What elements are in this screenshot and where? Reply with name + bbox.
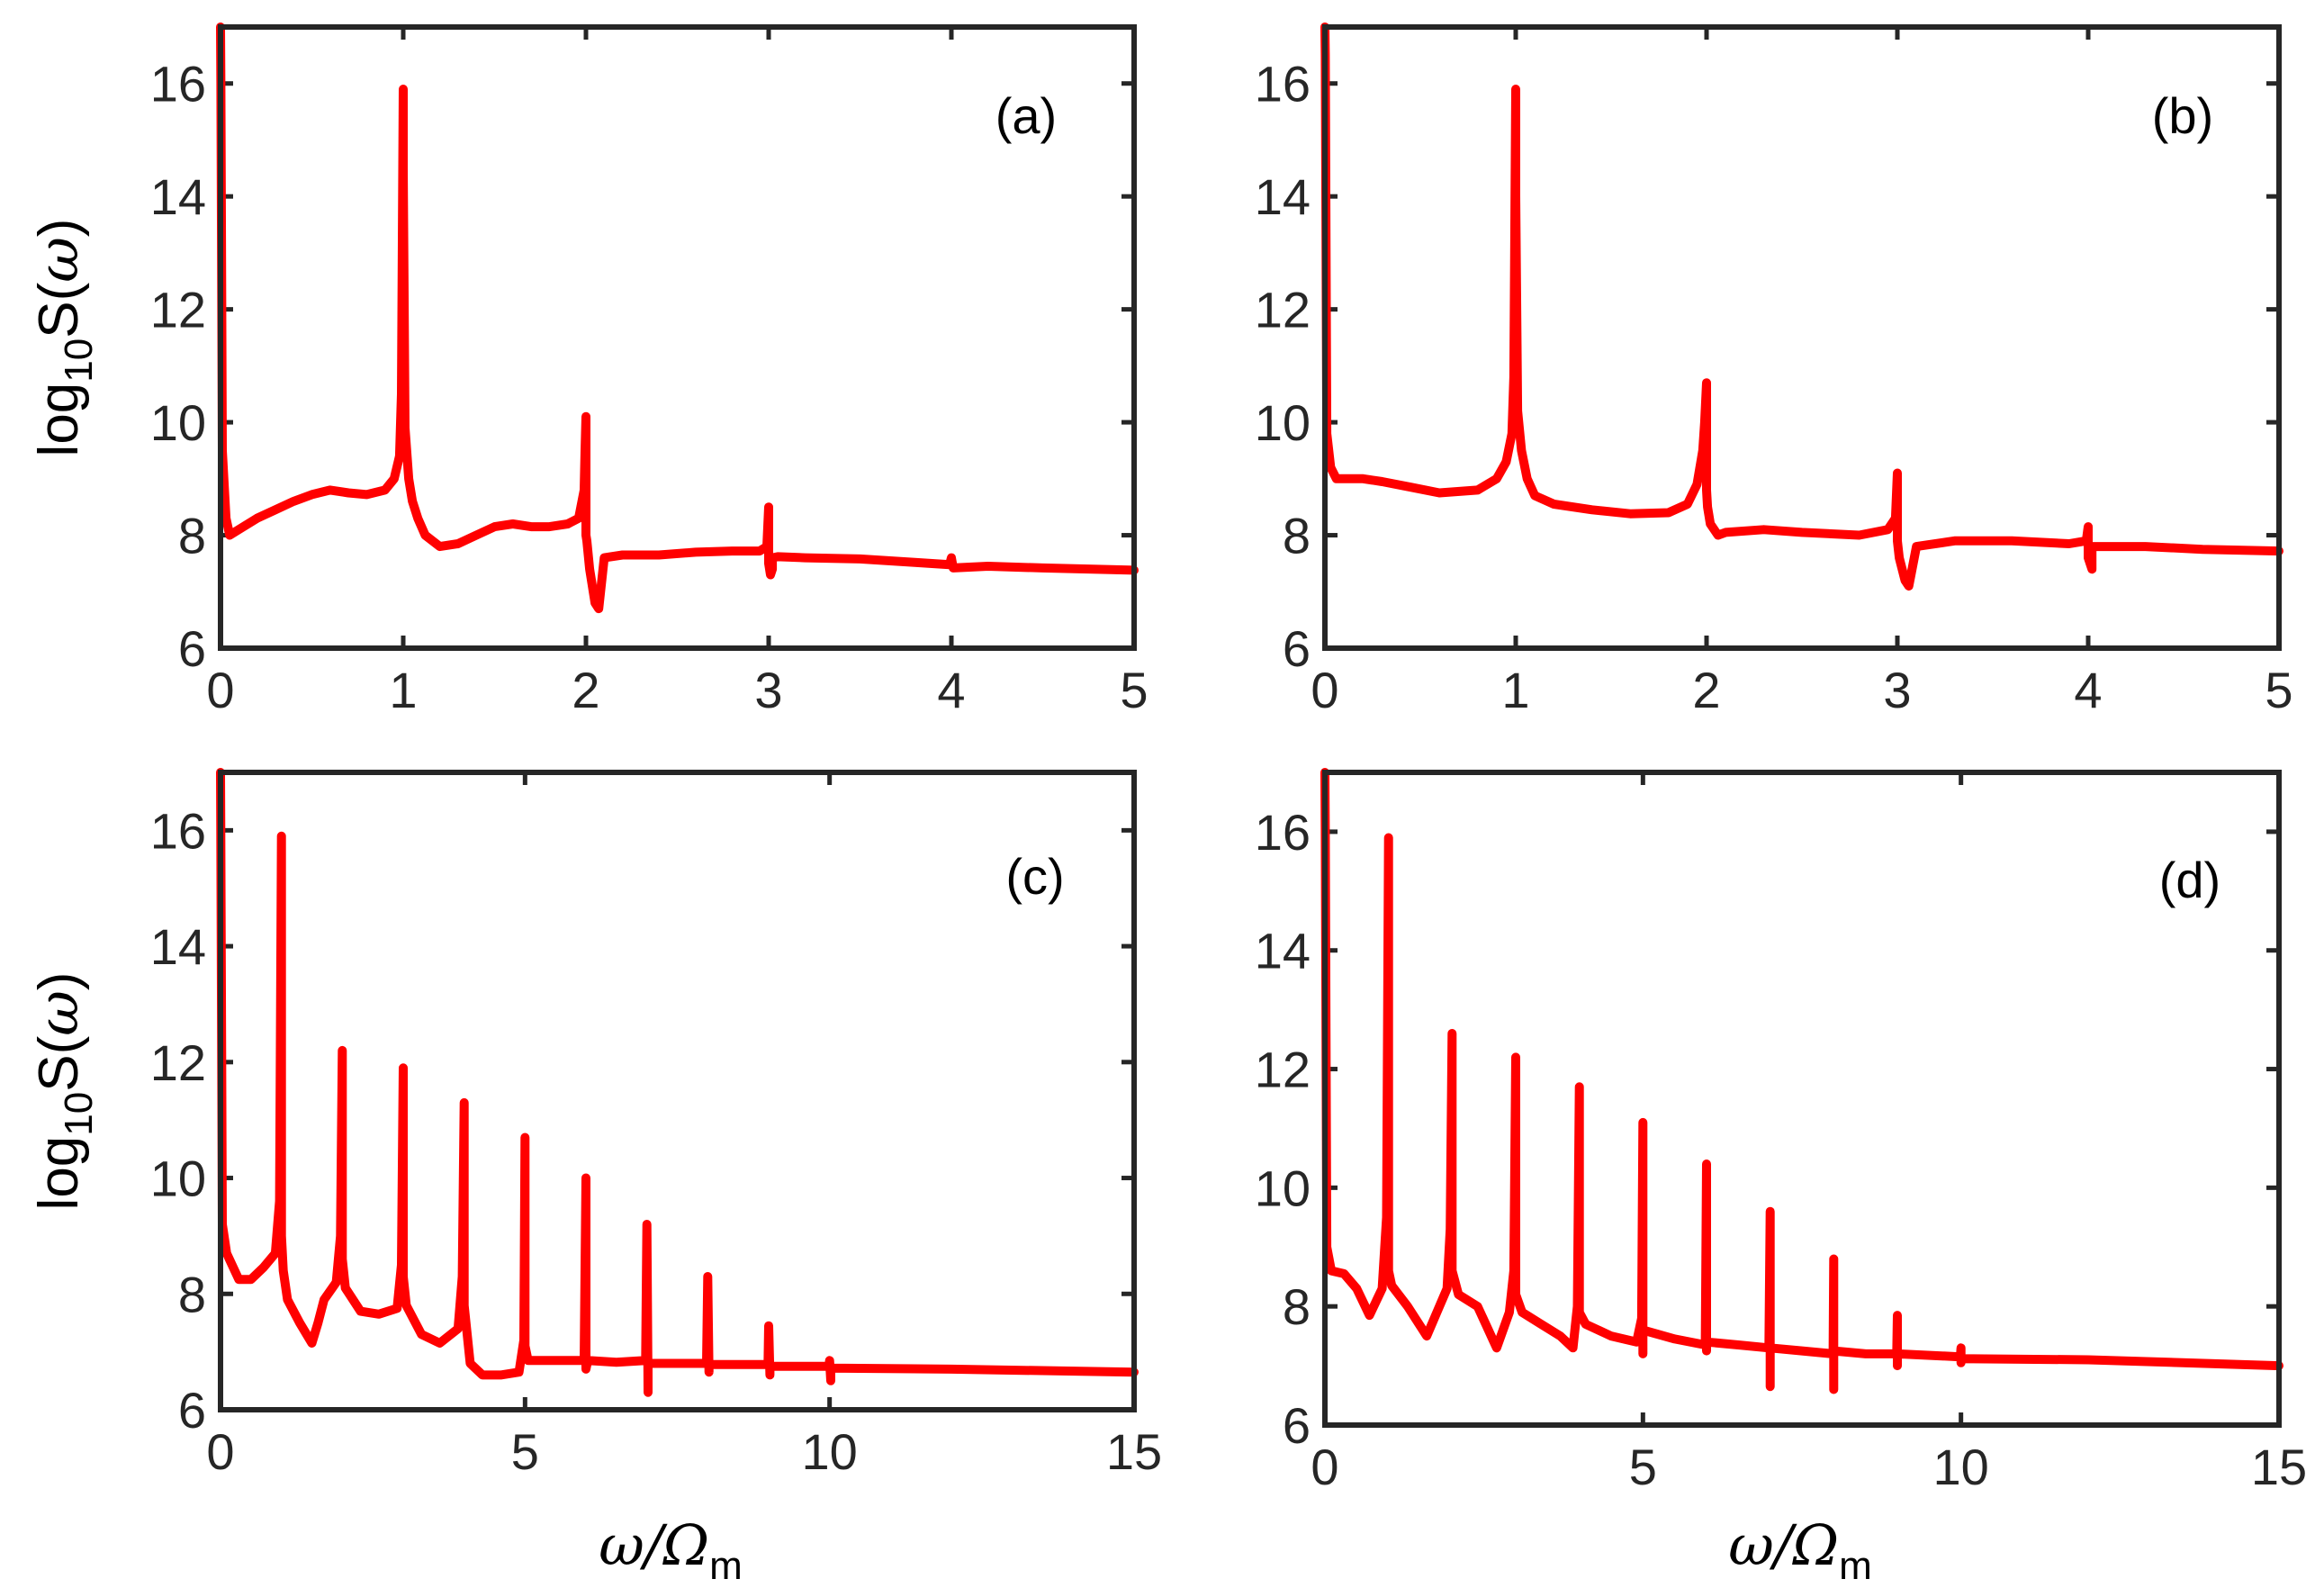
y-tick-label: 14 bbox=[1255, 923, 1311, 979]
y-axis-label: log10S(ω) bbox=[25, 972, 101, 1211]
x-tick-label: 5 bbox=[511, 1423, 539, 1480]
panel-label: (d) bbox=[2159, 852, 2220, 908]
y-tick-label: 10 bbox=[150, 394, 206, 451]
x-tick-label: 5 bbox=[2265, 662, 2292, 718]
y-tick-label: 12 bbox=[150, 1034, 206, 1091]
x-tick-label: 2 bbox=[572, 662, 599, 718]
x-tick-label: 0 bbox=[206, 1423, 234, 1480]
y-tick-label: 6 bbox=[178, 620, 206, 677]
axes-frame bbox=[1322, 24, 2282, 651]
y-tick-label: 12 bbox=[1255, 1042, 1311, 1098]
ylabel-sub: 10 bbox=[57, 1092, 101, 1136]
y-tick-label: 14 bbox=[1255, 168, 1311, 225]
x-tick-label: 2 bbox=[1692, 662, 1720, 718]
x-tick-label: 10 bbox=[802, 1423, 858, 1480]
ylabel-sym: ω bbox=[25, 237, 91, 283]
ylabel-sub: 10 bbox=[57, 338, 101, 383]
panel-d: 0 5 10 15 6 8 10 12 14 16 (d) bbox=[1255, 768, 2307, 1495]
x-tick-label: 5 bbox=[1629, 1439, 1657, 1495]
axes-frame bbox=[218, 24, 1137, 651]
x-tick-label: 0 bbox=[206, 662, 234, 718]
ylabel-base: log bbox=[28, 383, 90, 457]
y-tick-label: 8 bbox=[1283, 508, 1311, 564]
y-tick-label: 16 bbox=[1255, 804, 1311, 861]
y-tick-label: 6 bbox=[1283, 1397, 1311, 1454]
x-axis-label-d: ω/Ωm bbox=[1728, 1512, 1872, 1588]
series-line bbox=[216, 768, 1139, 1397]
y-tick-label: 8 bbox=[178, 1266, 206, 1322]
y-tick-label: 16 bbox=[150, 56, 206, 113]
y-axis-label-bottom: log10S(ω) bbox=[25, 972, 101, 1211]
panel-label: (c) bbox=[1005, 848, 1064, 905]
panel-label: (a) bbox=[995, 87, 1057, 144]
xlabel-sub: m bbox=[709, 1544, 743, 1588]
ylabel-sym: ω bbox=[25, 990, 91, 1036]
y-tick-label: 10 bbox=[150, 1150, 206, 1207]
x-tick-label: 0 bbox=[1311, 662, 1338, 718]
series-line bbox=[1320, 768, 2283, 1394]
y-tick-label: 14 bbox=[150, 918, 206, 975]
x-tick-label: 1 bbox=[389, 662, 417, 718]
x-axis-label-c: ω/Ωm bbox=[599, 1512, 743, 1588]
y-tick-label: 6 bbox=[1283, 620, 1311, 677]
x-tick-label: 3 bbox=[754, 662, 782, 718]
y-axis-label-top: log10S(ω) bbox=[25, 219, 101, 457]
panel-c: 0 5 10 15 6 8 10 12 14 16 (c) bbox=[150, 768, 1162, 1480]
x-tick-label: 15 bbox=[1106, 1423, 1162, 1480]
y-axis-label: log10S(ω) bbox=[25, 219, 101, 457]
series-line bbox=[1320, 23, 2283, 591]
ylabel-rest: S( bbox=[28, 282, 90, 338]
x-tick-label: 15 bbox=[2251, 1439, 2307, 1495]
y-tick-label: 12 bbox=[150, 282, 206, 338]
x-tick-label: 1 bbox=[1501, 662, 1529, 718]
x-tick-label: 0 bbox=[1311, 1439, 1338, 1495]
axes-frame bbox=[218, 770, 1137, 1412]
x-tick-label: 10 bbox=[1933, 1439, 1989, 1495]
ylabel-rest: S( bbox=[28, 1035, 90, 1091]
y-tick-label: 14 bbox=[150, 168, 206, 225]
xlabel-base: ω/Ω bbox=[599, 1512, 709, 1578]
y-tick-label: 6 bbox=[178, 1382, 206, 1439]
xlabel-base: ω/Ω bbox=[1728, 1512, 1839, 1578]
xlabel-sub: m bbox=[1839, 1544, 1872, 1588]
y-tick-label: 16 bbox=[1255, 56, 1311, 113]
ylabel-close: ) bbox=[28, 219, 90, 238]
ylabel-base: log bbox=[28, 1136, 90, 1211]
x-tick-label: 4 bbox=[2074, 662, 2102, 718]
ylabel-close: ) bbox=[28, 972, 90, 991]
y-tick-label: 8 bbox=[178, 508, 206, 564]
y-tick-label: 10 bbox=[1255, 1159, 1311, 1216]
x-tick-label: 5 bbox=[1120, 662, 1148, 718]
y-tick-label: 10 bbox=[1255, 394, 1311, 451]
series-line bbox=[216, 23, 1139, 614]
x-tick-label: 4 bbox=[937, 662, 965, 718]
y-tick-label: 12 bbox=[1255, 282, 1311, 338]
x-tick-label: 3 bbox=[1883, 662, 1911, 718]
y-tick-label: 16 bbox=[150, 802, 206, 859]
axes-frame bbox=[1322, 770, 2282, 1428]
panel-label: (b) bbox=[2152, 87, 2213, 144]
y-tick-label: 8 bbox=[1283, 1278, 1311, 1335]
